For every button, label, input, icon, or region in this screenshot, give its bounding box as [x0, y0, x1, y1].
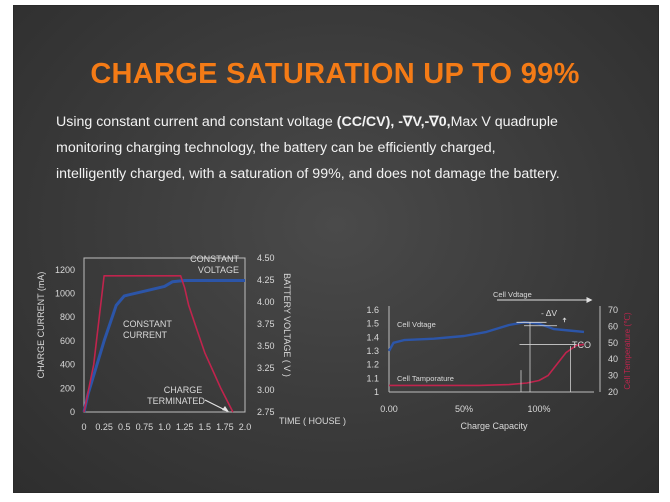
- cell-voltage-label: Cell Vdtage: [397, 320, 436, 329]
- description-line-1-bold: (CC/CV), -∇V,-∇0,: [336, 114, 451, 130]
- chart1-y-tick-label: 400: [60, 360, 75, 370]
- constant-current-label: CURRENT: [123, 330, 168, 340]
- chart2-y2-tick-label: 60: [608, 321, 618, 331]
- constant-voltage-label: CONSTANT: [190, 254, 239, 264]
- chart1-y2-tick-label: 3.25: [257, 363, 275, 373]
- chart1-frame: [83, 257, 246, 413]
- chart1-y2-tick-label: 4.50: [257, 253, 275, 263]
- cell-voltage-series-line: [387, 321, 585, 352]
- chart1-y2-tick-label: 4.00: [257, 297, 275, 307]
- chart1-x-tick-label: 1.75: [216, 422, 234, 432]
- chart1-y-tick-label: 1000: [55, 289, 75, 299]
- chart1-x-tick-label: 1.5: [198, 422, 211, 432]
- chart1-y2-axis-label: BATTERY VOLTAGE ( V ): [282, 273, 292, 377]
- delta-v-arrow: [562, 317, 567, 320]
- chart2-y2-tick-label: 50: [608, 338, 618, 348]
- constant-current-label: CONSTANT: [123, 319, 172, 329]
- voltage-series-line: [83, 275, 234, 413]
- charge-terminated-label: TERMINATED: [147, 396, 205, 406]
- chart1-y2-tick-label: 3.50: [257, 341, 275, 351]
- chart1-x-tick-label: 2.0: [239, 422, 252, 432]
- delta-v-label: - ΔV: [541, 308, 557, 318]
- chart2-y-tick-label: 1.2: [366, 360, 379, 370]
- chart2-y-tick-label: 1: [374, 387, 379, 397]
- chart1-y-tick-label: 200: [60, 383, 75, 393]
- description-line-1-start: Using constant current and constant volt…: [56, 114, 337, 130]
- chart2-y-tick-label: 1.1: [366, 373, 379, 383]
- chart1-y-tick-label: 600: [60, 336, 75, 346]
- chart2-x-tick-label: 50%: [455, 404, 473, 414]
- chart1-x-axis-label: TIME ( HOUSE ): [279, 416, 346, 426]
- chart1-x-tick-label: 1.0: [158, 422, 171, 432]
- chart1-x-tick-label: 0.75: [136, 422, 154, 432]
- chart2-x-axis-label: Charge Capacity: [460, 421, 528, 431]
- terminated-pointer-arrow: [222, 406, 229, 412]
- chart1-y2-tick-label: 2.75: [257, 407, 275, 417]
- chart1-x-tick-label: 1.25: [176, 422, 194, 432]
- chart2-y-tick-label: 1.6: [366, 305, 379, 315]
- background-panel: [14, 6, 658, 492]
- chart1-y-axis-label: CHARGE CURRENT (mA): [36, 272, 46, 379]
- capacity-arrow-head: [586, 297, 593, 303]
- chart1-y-tick-label: 0: [70, 407, 75, 417]
- description-line-3: intelligently charged, with a saturation…: [56, 166, 560, 182]
- chart2-y2-axis-label: Cell Temperature (℃): [623, 312, 632, 390]
- chart1-x-tick-label: 0.5: [118, 422, 131, 432]
- chart1-y2-tick-label: 3.00: [257, 385, 275, 395]
- chart1-x-tick-label: 0.25: [95, 422, 113, 432]
- description-line-2: monitoring charging technology, the batt…: [56, 140, 496, 156]
- description-line-1-end: Max V quadruple: [450, 114, 558, 130]
- page-title: CHARGE SATURATION UP TO 99%: [90, 58, 580, 90]
- chart2-x-tick-label: 0.00: [380, 404, 398, 414]
- chart2-y-tick-label: 1.4: [366, 332, 379, 342]
- chart2-y-tick-label: 1.3: [366, 346, 379, 356]
- chart1-x-tick-label: 0: [81, 422, 86, 432]
- constant-voltage-label: VOLTAGE: [198, 265, 239, 275]
- chart2-y2-tick-label: 40: [608, 354, 618, 364]
- cell-temperature-label: Cell Tamporature: [397, 374, 454, 383]
- chart2-y-tick-label: 1.5: [366, 319, 379, 329]
- tco-label: TCO: [572, 340, 591, 350]
- chart2-y2-tick-label: 30: [608, 371, 618, 381]
- cell-voltage-top-label: Cell Vdtage: [493, 290, 532, 299]
- charge-terminated-label: CHARGE: [164, 385, 203, 395]
- chart1-y-tick-label: 1200: [55, 265, 75, 275]
- chart2-x-tick-label: 100%: [527, 404, 550, 414]
- chart2-y2-tick-label: 20: [608, 387, 618, 397]
- description-line-1: Using constant current and constant volt…: [56, 114, 616, 130]
- current-series-line: [82, 279, 245, 413]
- chart1-y2-tick-label: 3.75: [257, 319, 275, 329]
- chart2-y2-tick-label: 70: [608, 305, 618, 315]
- chart1-y2-tick-label: 4.25: [257, 275, 275, 285]
- chart1-y-tick-label: 800: [60, 312, 75, 322]
- cell-temperature-series-line: [389, 343, 585, 387]
